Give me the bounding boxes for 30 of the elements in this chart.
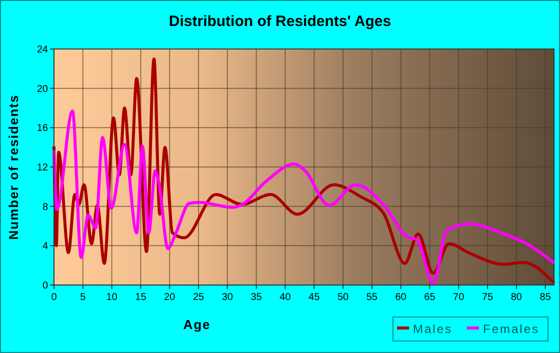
- chart-title: Distribution of Residents' Ages: [168, 13, 392, 30]
- y-tick-label: 8: [42, 202, 48, 213]
- y-tick-label: 20: [36, 84, 48, 95]
- x-tick-label: 55: [366, 292, 378, 303]
- x-axis-title: Age: [183, 317, 211, 332]
- x-tick-label: 5: [80, 292, 86, 303]
- y-tick-label: 16: [36, 123, 48, 134]
- x-tick-label: 65: [424, 292, 436, 303]
- x-tick-label: 35: [250, 292, 262, 303]
- y-tick-label: 12: [36, 162, 48, 174]
- x-tick-label: 50: [337, 292, 350, 303]
- y-tick-label: 0: [42, 280, 48, 292]
- x-tick-label: 15: [135, 292, 147, 303]
- x-tick-label: 75: [482, 292, 494, 303]
- legend-label: Females: [483, 322, 540, 336]
- x-tick-label: 45: [308, 292, 320, 303]
- x-tick-label: 80: [510, 292, 522, 303]
- x-tick-label: 0: [51, 292, 58, 303]
- legend-label: Males: [413, 322, 453, 336]
- y-axis-title: Number of residents: [6, 94, 21, 240]
- x-tick-label: 85: [540, 292, 552, 303]
- x-tick-label: 25: [192, 292, 205, 303]
- x-tick-label: 40: [280, 292, 292, 303]
- x-tick-label: 70: [453, 292, 465, 303]
- x-tick-label: 20: [164, 292, 176, 303]
- y-tick-label: 4: [42, 241, 48, 252]
- x-tick-label: 30: [222, 292, 234, 303]
- x-tick-label: 60: [395, 292, 407, 303]
- x-tick-label: 10: [106, 292, 118, 303]
- y-tick-label: 24: [36, 44, 48, 56]
